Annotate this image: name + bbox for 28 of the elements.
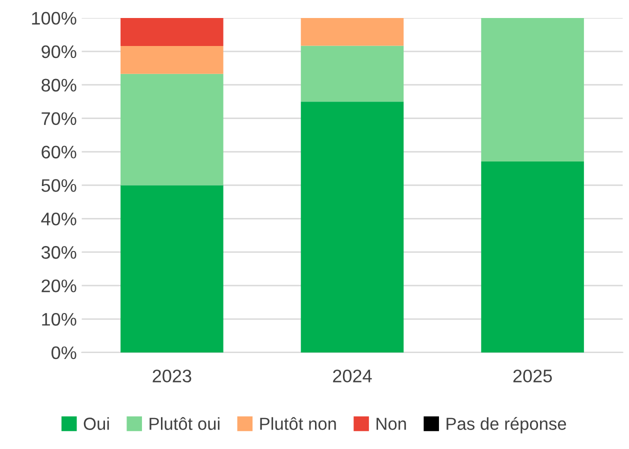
bar (120, 46, 224, 74)
y-tick-label: 40% (41, 212, 76, 226)
legend-label: Oui (84, 417, 109, 430)
y-tick-label: 100% (32, 12, 76, 25)
y-tick-label: 20% (42, 280, 76, 292)
y-tick-label: 60% (42, 146, 76, 158)
legend-label: Non (376, 418, 406, 430)
x-tick-label: 2023 (152, 370, 192, 382)
legend-label: Plutôt oui (150, 417, 220, 430)
y-tick-label: 10% (42, 312, 76, 326)
bar (120, 185, 224, 352)
bar (120, 18, 224, 46)
y-tick-label: 90% (42, 45, 76, 58)
y-tick-label: 80% (42, 78, 76, 92)
y-tick-label: 0% (52, 346, 76, 360)
legend-label: Pas de réponse (446, 416, 566, 434)
bar (300, 18, 404, 46)
x-tick-label: 2024 (333, 370, 372, 382)
y-tick-label: 70% (42, 112, 76, 126)
bar (481, 18, 584, 162)
y-tick-label: 50% (41, 179, 76, 192)
bar (300, 46, 404, 102)
legend-label: Plutôt non (260, 417, 336, 430)
bar (481, 161, 584, 352)
bar (300, 102, 404, 352)
bar (120, 74, 224, 186)
y-tick-label: 30% (41, 246, 76, 259)
x-tick-label: 2025 (513, 370, 552, 382)
